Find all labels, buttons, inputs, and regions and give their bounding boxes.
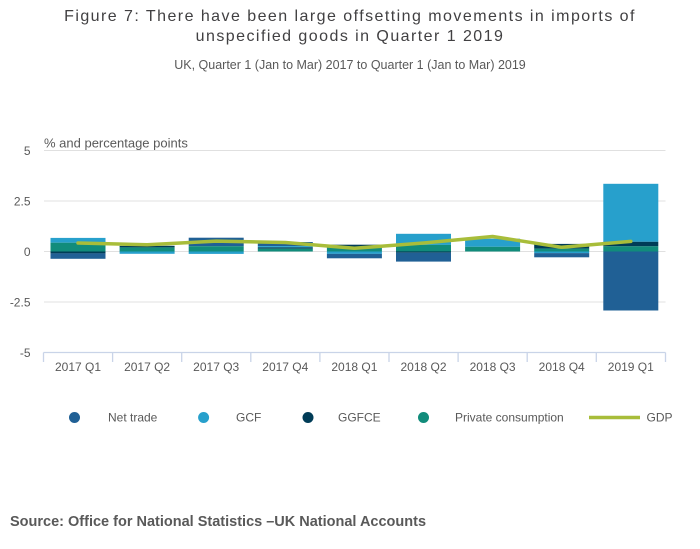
svg-text:-5: -5: [20, 346, 31, 360]
svg-text:2017 Q3: 2017 Q3: [193, 360, 239, 374]
svg-text:2.5: 2.5: [14, 195, 31, 209]
svg-text:5: 5: [24, 144, 31, 158]
svg-text:GDP: GDP: [647, 411, 673, 425]
svg-text:GCF: GCF: [236, 411, 261, 425]
svg-text:2017 Q4: 2017 Q4: [262, 360, 308, 374]
svg-text:2018 Q2: 2018 Q2: [400, 360, 446, 374]
svg-text:-2.5: -2.5: [10, 296, 31, 310]
svg-text:2018 Q1: 2018 Q1: [331, 360, 377, 374]
svg-text:2019 Q1: 2019 Q1: [608, 360, 654, 374]
svg-text:Net trade: Net trade: [108, 411, 158, 425]
svg-text:GGFCE: GGFCE: [338, 411, 381, 425]
svg-text:2017 Q2: 2017 Q2: [124, 360, 170, 374]
svg-text:% and percentage points: % and percentage points: [44, 136, 188, 151]
svg-text:Private consumption: Private consumption: [455, 411, 564, 425]
svg-text:2018 Q4: 2018 Q4: [539, 360, 585, 374]
svg-text:0: 0: [24, 245, 31, 259]
svg-text:2018 Q3: 2018 Q3: [470, 360, 516, 374]
svg-text:2017 Q1: 2017 Q1: [55, 360, 101, 374]
